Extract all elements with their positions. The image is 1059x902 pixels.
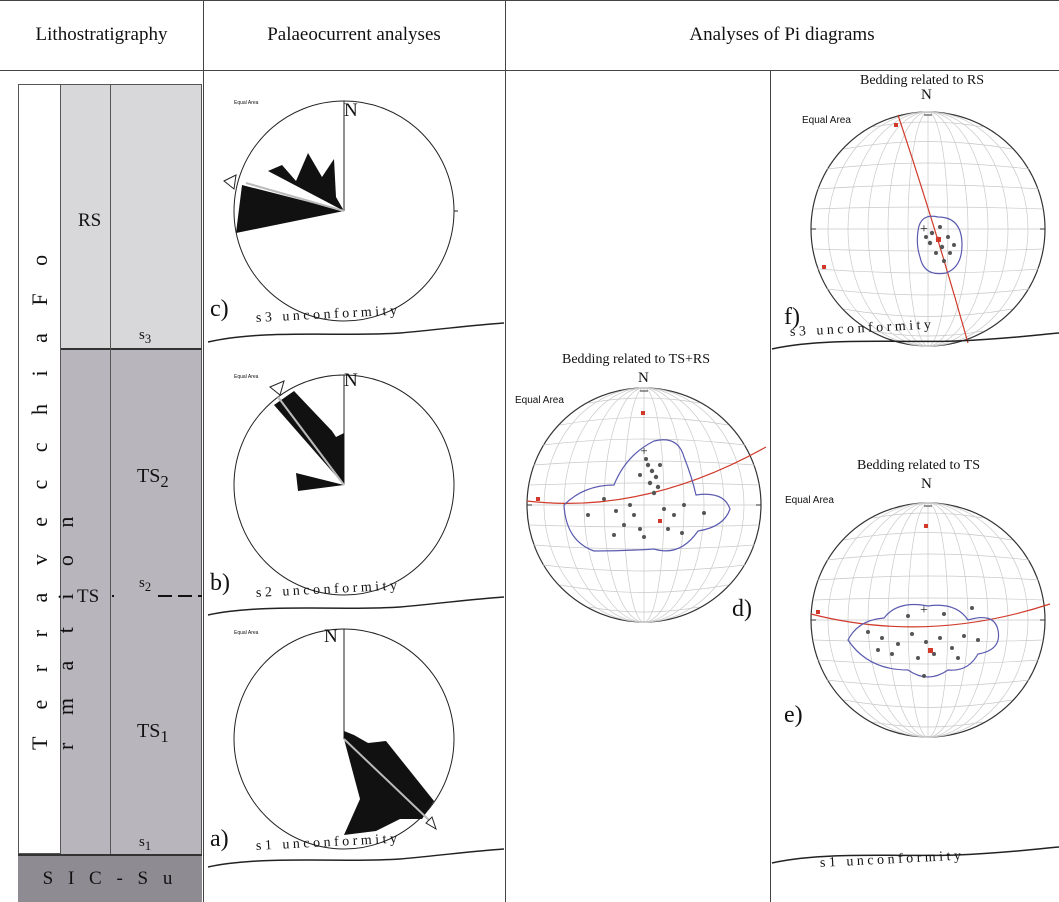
rose-c-arrow bbox=[223, 174, 237, 190]
formation-strip bbox=[18, 84, 61, 854]
unit-rs bbox=[61, 84, 202, 348]
ts1-sub: 1 bbox=[160, 727, 169, 746]
s3-text: s bbox=[139, 327, 145, 343]
pi-f-pole-1 bbox=[936, 237, 941, 242]
pi-f-north: N bbox=[921, 87, 932, 103]
pi-d-pole-2 bbox=[536, 497, 540, 501]
pi-e-pole-2 bbox=[816, 610, 820, 614]
rose-diagram-b bbox=[233, 374, 455, 596]
pi-e-north: N bbox=[921, 476, 932, 492]
ts-label: TS bbox=[77, 586, 100, 607]
unit-sic-su: S I C - S u bbox=[18, 854, 202, 902]
rose-diagram-c bbox=[223, 100, 458, 322]
s2-dashed-line bbox=[112, 595, 202, 597]
palaeocurrent-panel bbox=[207, 100, 504, 868]
ts2-text: TS bbox=[137, 465, 161, 487]
top-border bbox=[0, 0, 1059, 1]
s1-text: s bbox=[139, 834, 145, 850]
rose-diagram-a bbox=[233, 628, 455, 850]
rose-b-label: b) bbox=[210, 570, 230, 596]
s3-unconformity-curve bbox=[207, 322, 504, 343]
rs-label: RS bbox=[78, 210, 102, 231]
pi-f-title: Bedding related to RS bbox=[860, 73, 985, 88]
pi-e-pole-3 bbox=[928, 648, 933, 653]
rose-b-equal-area: Equal Area bbox=[234, 374, 259, 380]
rose-b-north: N bbox=[344, 370, 358, 391]
pi-f-great-circle bbox=[897, 114, 969, 344]
pi-f-pole-2 bbox=[894, 123, 898, 127]
pi-s1-unconformity-curve bbox=[771, 846, 1059, 864]
pi-f-equal-area: Equal Area bbox=[802, 115, 851, 126]
pi-d-title: Bedding related to TS+RS bbox=[562, 352, 711, 367]
formation-label: T e r r a v e c c h i a F o r m a t i o … bbox=[27, 243, 78, 750]
unit-ts bbox=[61, 348, 202, 854]
strat-column: S I C - S u bbox=[18, 84, 202, 902]
pi-f-contour bbox=[916, 215, 963, 275]
pi-diagram-d: + bbox=[526, 387, 767, 623]
pi-panel: + + + bbox=[526, 111, 1059, 864]
pi-e-great-circle bbox=[810, 603, 1051, 628]
rose-a-equal-area: Equal Area bbox=[234, 630, 259, 636]
col-divider-1 bbox=[203, 0, 204, 902]
s1-unconformity-curve bbox=[207, 848, 504, 868]
header-pi-diagrams: Analyses of Pi diagrams bbox=[505, 0, 1059, 70]
ts1-label: TS1 bbox=[137, 720, 169, 747]
s3-sub: 3 bbox=[144, 332, 152, 346]
header-palaeocurrent-label: Palaeocurrent analyses bbox=[267, 24, 441, 45]
rose-c-north: N bbox=[344, 100, 358, 121]
pi-d-equal-area: Equal Area bbox=[515, 395, 564, 406]
s2-unconformity-curve bbox=[207, 596, 504, 616]
col-divider-2 bbox=[505, 0, 506, 902]
pi-e-title: Bedding related to TS bbox=[857, 458, 980, 473]
s2-label: s2 bbox=[139, 575, 151, 595]
pi-diagram-e: + bbox=[810, 502, 1051, 738]
rose-c-equal-area: Equal Area bbox=[234, 100, 259, 106]
svg-text:+: + bbox=[920, 603, 928, 618]
svg-text:+: + bbox=[920, 222, 928, 237]
s2-sub: 2 bbox=[144, 580, 152, 594]
header-divider bbox=[0, 70, 1059, 71]
rose-a-arrow bbox=[425, 816, 437, 831]
header-lithostratigraphy-label: Lithostratigraphy bbox=[35, 24, 168, 45]
pi-e-equal-area: Equal Area bbox=[785, 495, 834, 506]
pi-e-pole-1 bbox=[924, 524, 928, 528]
ts2-sub: 2 bbox=[160, 472, 169, 491]
sub-column-divider bbox=[110, 84, 111, 854]
rose-b-arrow bbox=[269, 380, 285, 396]
ts2-label: TS2 bbox=[137, 465, 169, 492]
pi-e-label: e) bbox=[784, 702, 803, 728]
s3-label: s3 bbox=[139, 327, 151, 347]
pi-e-contour bbox=[847, 603, 1000, 678]
pi-d-pole-1 bbox=[641, 411, 645, 415]
rose-a-label: a) bbox=[210, 826, 229, 852]
rose-a-north: N bbox=[324, 626, 338, 647]
pi-d-great-circle bbox=[526, 446, 767, 504]
header-palaeocurrent: Palaeocurrent analyses bbox=[203, 0, 505, 70]
pi-f-label: f) bbox=[784, 304, 800, 330]
pi-d-pole-3 bbox=[658, 519, 662, 523]
pi-d-north: N bbox=[638, 370, 649, 386]
col-divider-3 bbox=[770, 70, 771, 902]
svg-text:+: + bbox=[640, 443, 647, 458]
ts1-text: TS bbox=[137, 720, 161, 742]
s1-sub: 1 bbox=[144, 839, 152, 853]
header-lithostratigraphy: Lithostratigraphy bbox=[0, 0, 203, 70]
pi-d-contour bbox=[563, 439, 731, 552]
pi-diagram-f: + bbox=[810, 111, 1046, 347]
base-label: S I C - S u bbox=[42, 868, 178, 889]
pi-s3-unconformity-curve bbox=[771, 332, 1059, 350]
pi-d-label: d) bbox=[732, 596, 752, 622]
s1-label: s1 bbox=[139, 834, 151, 854]
rose-c-petals bbox=[236, 153, 344, 233]
s2-text: s bbox=[139, 575, 145, 591]
header-pi-label: Analyses of Pi diagrams bbox=[689, 24, 875, 45]
pi-f-pole-3 bbox=[822, 265, 826, 269]
rose-c-label: c) bbox=[210, 296, 229, 322]
